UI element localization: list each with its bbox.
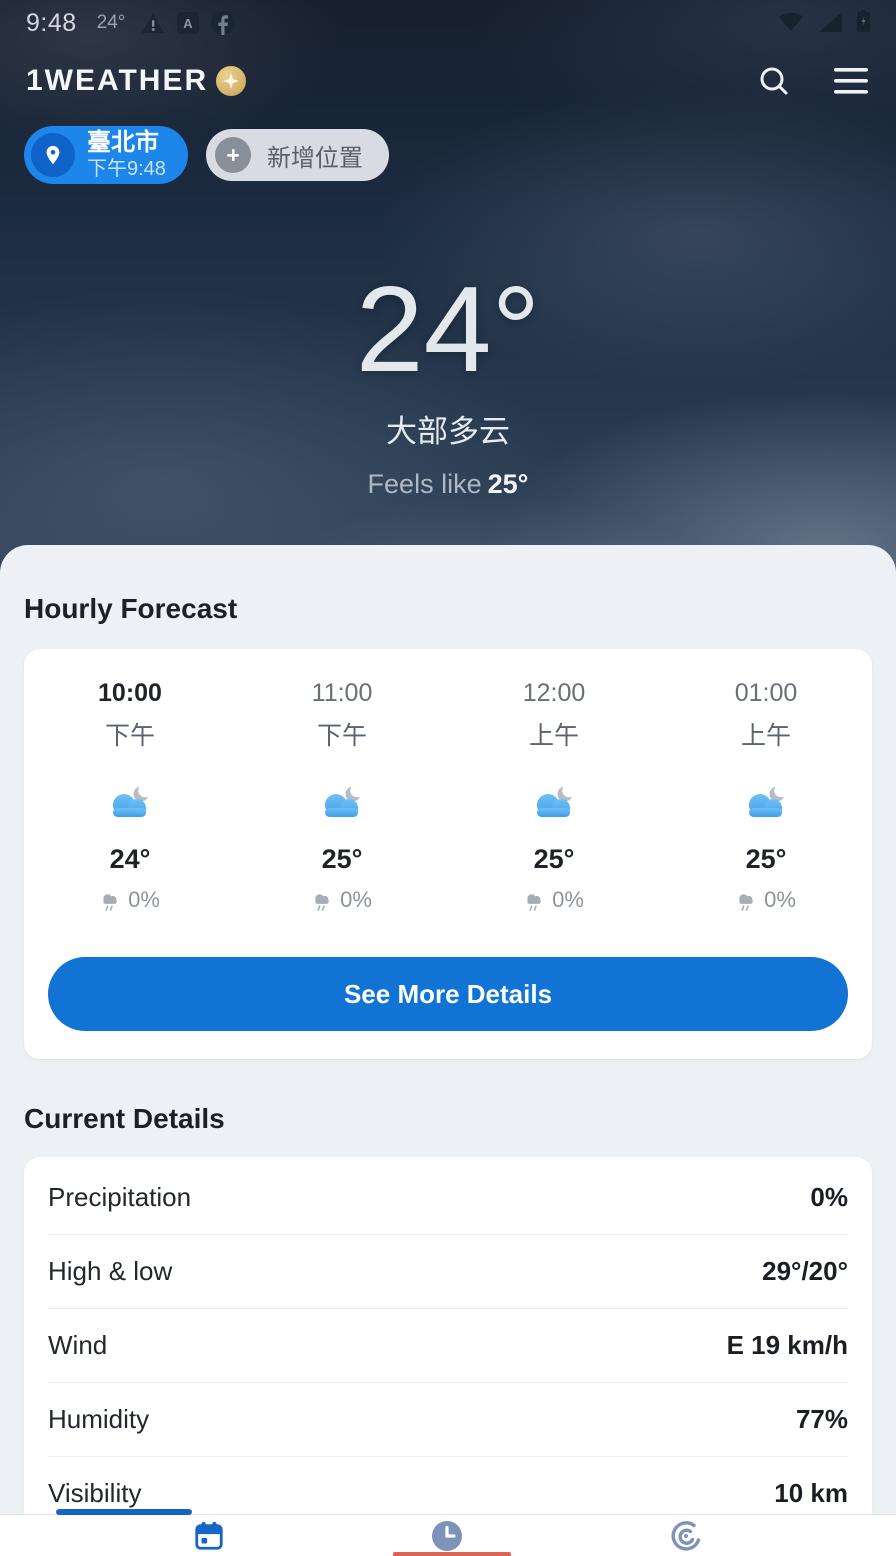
rain-chance-icon [315, 893, 329, 911]
nav-red-badge [393, 1552, 511, 1556]
svg-text:A: A [184, 16, 194, 31]
see-more-details-button[interactable]: See More Details [48, 957, 848, 1031]
hourly-time: 11:00 [311, 679, 373, 707]
hourly-temp: 25° [533, 844, 575, 874]
tab-radar[interactable] [669, 1520, 703, 1552]
current-conditions: 24° 大部多云 Feels like 25° [0, 268, 896, 500]
location-bar: 臺北市 下午9:48 新增位置 [24, 126, 896, 184]
hourly-period: 上午 [740, 722, 791, 750]
rain-chance-icon [103, 893, 117, 911]
hourly-temp: 25° [321, 844, 363, 874]
detail-label: Wind [48, 1330, 108, 1360]
detail-label: High & low [48, 1256, 173, 1286]
wifi-icon [778, 12, 804, 32]
feels-like: Feels like 25° [0, 469, 896, 500]
status-time: 9:48 [26, 8, 77, 37]
detail-value: 77% [795, 1404, 848, 1434]
location-pin-icon [31, 133, 75, 177]
rain-chance-icon [527, 893, 541, 911]
hourly-precip-value: 0% [764, 887, 796, 912]
detail-label: Visibility [48, 1478, 142, 1508]
scroll-indicator [56, 1509, 192, 1515]
hourly-forecast-title: Hourly Forecast [24, 593, 238, 624]
status-right-icons [768, 9, 870, 37]
detail-row: High & low 29°/20° [48, 1235, 848, 1309]
detail-label: Precipitation [48, 1182, 192, 1212]
hourly-forecast-card: 10:00 下午 24° [24, 649, 872, 1059]
cloud-moon-icon [106, 782, 154, 822]
hourly-forecast-row: 10:00 下午 24° [24, 679, 872, 913]
hourly-time: 10:00 [98, 679, 162, 707]
hourly-precip-value: 0% [340, 887, 372, 912]
tab-hourly-clock[interactable] [431, 1520, 463, 1552]
detail-row: Precipitation 0% [48, 1161, 848, 1235]
hourly-item: 12:00 上午 25° [448, 679, 660, 913]
detail-value: 0% [810, 1182, 848, 1212]
app-header: 1weather [0, 50, 896, 112]
radar-icon [671, 1521, 701, 1551]
content-sheet: Hourly Forecast 10:00 下午 24° [0, 545, 896, 1556]
cloud-moon-icon [742, 782, 790, 822]
app-logo: 1weather [26, 64, 209, 97]
detail-value: 10 km [774, 1478, 848, 1508]
hourly-precip-value: 0% [128, 887, 160, 912]
rain-chance-icon [739, 893, 753, 911]
current-condition-text: 大部多云 [386, 414, 510, 449]
add-location-label: 新增位置 [266, 144, 363, 172]
signal-icon [818, 11, 843, 32]
cloud-moon-icon [318, 782, 366, 822]
warning-icon [141, 12, 165, 34]
hourly-period: 下午 [104, 722, 155, 750]
hourly-temp: 25° [745, 844, 787, 874]
current-details-card: Precipitation 0% High & low 29°/20° Wind… [24, 1157, 872, 1556]
hourly-time: 12:00 [522, 679, 586, 707]
status-temperature: 24° [96, 12, 126, 33]
hourly-period: 下午 [316, 722, 367, 750]
hourly-precip-value: 0% [552, 887, 584, 912]
add-location-icon [214, 137, 251, 173]
hourly-period: 上午 [528, 722, 579, 750]
current-temperature: 24° [355, 261, 541, 397]
detail-row: Wind E 19 km/h [48, 1309, 848, 1383]
location-local-time: 下午9:48 [87, 158, 166, 181]
search-icon [760, 67, 788, 95]
detail-value: E 19 km/h [726, 1330, 848, 1360]
menu-button[interactable] [832, 66, 870, 96]
detail-row: Humidity 77% [48, 1383, 848, 1457]
hourly-temp: 24° [109, 844, 151, 874]
hourly-item: 10:00 下午 24° [24, 679, 236, 913]
add-location-chip[interactable]: 新增位置 [205, 129, 389, 181]
gold-star-icon [216, 66, 247, 96]
clock-icon [432, 1521, 462, 1551]
current-location-chip[interactable]: 臺北市 下午9:48 [24, 126, 188, 184]
letter-a-icon: A [177, 12, 200, 34]
battery-charging-icon [857, 9, 870, 32]
sky-background [0, 0, 896, 620]
calendar-icon [195, 1521, 223, 1550]
bottom-navigation [0, 1514, 896, 1556]
feels-like-value: 25° [487, 469, 529, 499]
hourly-item: 01:00 上午 25° [660, 679, 872, 913]
feels-like-label: Feels like [367, 469, 482, 499]
search-button[interactable] [756, 63, 792, 99]
detail-value: 29°/20° [762, 1256, 848, 1286]
status-bar: 9:48 24° A [0, 0, 896, 46]
hamburger-menu-icon [834, 68, 868, 94]
hourly-time: 01:00 [734, 679, 798, 707]
facebook-icon [211, 11, 236, 35]
location-name: 臺北市 [87, 128, 159, 156]
detail-label: Humidity [48, 1404, 150, 1434]
current-details-title: Current Details [24, 1103, 225, 1134]
cloud-moon-icon [530, 782, 578, 822]
tab-forecast-calendar[interactable] [193, 1520, 225, 1552]
hourly-item: 11:00 下午 25° [236, 679, 448, 913]
